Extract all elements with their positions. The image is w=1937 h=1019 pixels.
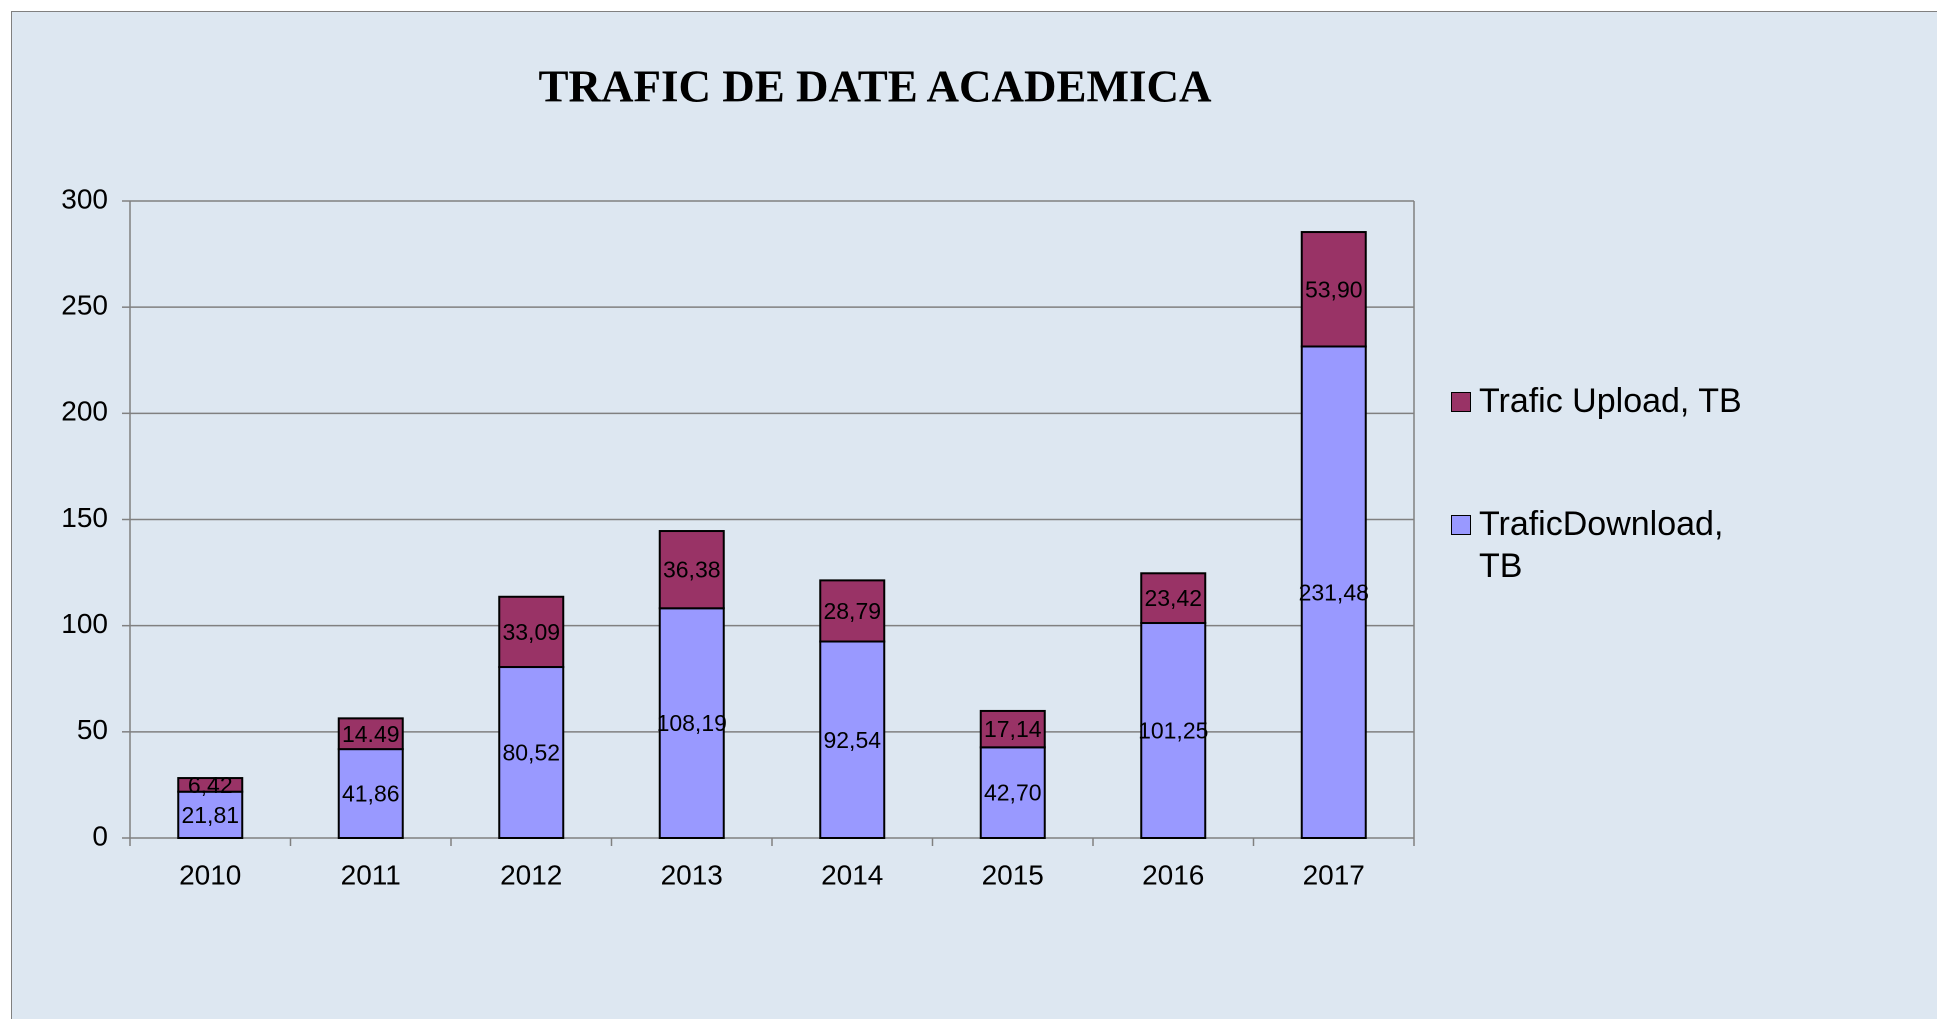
y-tick-label: 100 bbox=[61, 608, 108, 639]
data-label: 17,14 bbox=[984, 716, 1042, 742]
legend-label: Trafic Upload, TB bbox=[1479, 382, 1742, 420]
x-tick-label: 2010 bbox=[179, 859, 241, 890]
x-tick-label: 2017 bbox=[1303, 859, 1365, 890]
data-label: 28,79 bbox=[823, 598, 881, 624]
bar-segment bbox=[658, 530, 725, 610]
legend-item: Trafic Upload, TB bbox=[1451, 380, 1751, 422]
x-tick-label: 2016 bbox=[1142, 859, 1204, 890]
bar-segment bbox=[1300, 345, 1367, 839]
chart-area bbox=[11, 11, 1937, 1019]
bar-segment bbox=[1140, 572, 1207, 625]
data-label: 231,48 bbox=[1299, 579, 1369, 605]
x-tick-label: 2012 bbox=[500, 859, 562, 890]
y-tick-label: 250 bbox=[61, 290, 108, 321]
x-tick-label: 2013 bbox=[661, 859, 723, 890]
y-tick-label: 0 bbox=[92, 820, 108, 851]
data-label: 42,70 bbox=[984, 780, 1042, 806]
x-tick-label: 2015 bbox=[982, 859, 1044, 890]
x-tick-label: 2011 bbox=[341, 859, 401, 890]
legend-label: TraficDownload, TB bbox=[1479, 505, 1724, 585]
data-label: 92,54 bbox=[823, 727, 881, 753]
x-tick-label: 2014 bbox=[821, 859, 883, 890]
bar-segment bbox=[498, 666, 565, 839]
data-label: 6,42 bbox=[188, 772, 233, 798]
y-tick-label: 300 bbox=[61, 183, 108, 214]
bar-segment bbox=[819, 579, 886, 643]
y-tick-label: 50 bbox=[77, 714, 108, 745]
legend-item: TraficDownload, TB bbox=[1451, 503, 1751, 587]
data-label: 36,38 bbox=[663, 557, 721, 583]
bar-segment bbox=[819, 640, 886, 839]
bar-segment bbox=[1140, 622, 1207, 840]
y-tick-label: 200 bbox=[61, 396, 108, 427]
bar-segment bbox=[177, 777, 244, 793]
y-tick-label: 150 bbox=[61, 502, 108, 533]
data-label: 23,42 bbox=[1144, 585, 1202, 611]
bar-segment bbox=[498, 595, 565, 669]
bar-segment bbox=[1300, 231, 1367, 348]
data-label: 80,52 bbox=[502, 740, 560, 766]
data-label: 14.49 bbox=[342, 721, 400, 747]
bar-segment bbox=[658, 607, 725, 839]
data-label: 33,09 bbox=[502, 619, 560, 645]
data-label: 41,86 bbox=[342, 781, 400, 807]
chart-title: TRAFIC DE DATE ACADEMICA bbox=[539, 61, 1212, 111]
bar-segment bbox=[979, 709, 1046, 749]
data-label: 53,90 bbox=[1305, 276, 1363, 302]
legend-swatch bbox=[1451, 392, 1471, 412]
legend-swatch bbox=[1451, 515, 1471, 535]
data-label: 108,19 bbox=[657, 710, 727, 736]
data-label: 21,81 bbox=[181, 802, 239, 828]
data-label: 101,25 bbox=[1138, 718, 1208, 744]
bar-segment bbox=[337, 717, 404, 751]
